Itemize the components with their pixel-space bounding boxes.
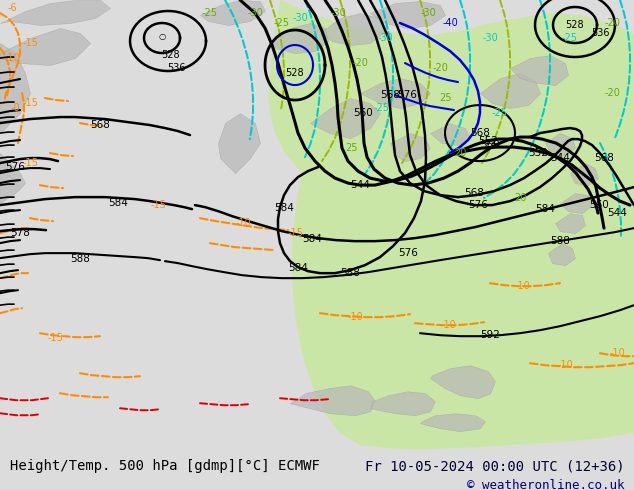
Text: 568: 568 — [464, 188, 484, 198]
Text: 584: 584 — [535, 204, 555, 214]
Text: 560: 560 — [589, 200, 609, 210]
Text: -15: -15 — [150, 200, 166, 210]
Text: 588: 588 — [70, 254, 90, 264]
Text: 568: 568 — [90, 120, 110, 130]
Text: 20: 20 — [454, 148, 466, 158]
Text: -15: -15 — [22, 98, 38, 108]
Text: 528: 528 — [160, 50, 179, 60]
Text: 584: 584 — [288, 263, 308, 273]
Text: -20: -20 — [352, 58, 368, 68]
Text: -40: -40 — [442, 18, 458, 28]
Text: 584: 584 — [302, 234, 322, 244]
Text: -30: -30 — [420, 8, 436, 18]
Text: -15: -15 — [22, 38, 38, 48]
Text: -20: -20 — [432, 63, 448, 73]
Text: © weatheronline.co.uk: © weatheronline.co.uk — [467, 479, 624, 490]
Text: -20: -20 — [604, 88, 620, 98]
Text: -30: -30 — [292, 13, 308, 23]
Text: -30: -30 — [482, 33, 498, 43]
Text: 568: 568 — [470, 128, 490, 138]
Text: -10: -10 — [4, 53, 20, 63]
Text: 25: 25 — [439, 93, 451, 103]
Text: -10: -10 — [440, 320, 456, 330]
Text: 568: 568 — [594, 153, 614, 163]
Text: 552: 552 — [478, 136, 498, 146]
Text: 576: 576 — [5, 162, 25, 172]
Text: 544: 544 — [550, 153, 570, 163]
Text: -6: -6 — [7, 3, 17, 13]
Text: 568: 568 — [380, 90, 400, 100]
Text: -30: -30 — [247, 8, 263, 18]
Text: -10: -10 — [514, 281, 530, 291]
Text: 576: 576 — [468, 200, 488, 210]
Text: 552: 552 — [528, 148, 548, 158]
Text: -25: -25 — [374, 103, 390, 113]
Text: 560: 560 — [480, 140, 500, 150]
Text: Fr 10-05-2024 00:00 UTC (12+36): Fr 10-05-2024 00:00 UTC (12+36) — [365, 459, 624, 473]
Text: -10: -10 — [235, 218, 251, 228]
Text: Height/Temp. 500 hPa [gdmp][°C] ECMWF: Height/Temp. 500 hPa [gdmp][°C] ECMWF — [10, 459, 320, 473]
Text: 528: 528 — [566, 20, 585, 30]
Text: 25: 25 — [346, 143, 358, 153]
Text: 584: 584 — [274, 203, 294, 213]
Text: 544: 544 — [607, 208, 627, 218]
Text: 584: 584 — [108, 198, 128, 208]
Text: -30: -30 — [330, 8, 346, 18]
Text: -15: -15 — [287, 228, 303, 238]
Text: -15: -15 — [22, 158, 38, 168]
Text: -25: -25 — [492, 108, 508, 118]
Text: 544: 544 — [350, 180, 370, 190]
Text: -10: -10 — [347, 312, 363, 322]
Text: 576: 576 — [397, 90, 417, 100]
Text: 578: 578 — [10, 228, 30, 238]
Text: 536: 536 — [167, 63, 185, 73]
Text: -30: -30 — [377, 33, 393, 43]
Text: -25: -25 — [562, 33, 578, 43]
Text: 20: 20 — [514, 193, 526, 203]
Text: -0: -0 — [10, 103, 20, 113]
Text: 560: 560 — [353, 108, 373, 118]
Text: -15: -15 — [47, 333, 63, 343]
Text: -25: -25 — [202, 8, 218, 18]
Text: 576: 576 — [398, 248, 418, 258]
Text: 528: 528 — [286, 68, 304, 78]
Text: ○: ○ — [158, 31, 165, 41]
Text: 588: 588 — [340, 268, 360, 278]
Text: -20: -20 — [604, 18, 620, 28]
Text: 592: 592 — [480, 330, 500, 340]
Text: -10: -10 — [609, 348, 625, 358]
Text: -10: -10 — [557, 360, 573, 370]
Text: 588: 588 — [550, 236, 570, 246]
Text: 536: 536 — [591, 28, 609, 38]
Text: -25: -25 — [274, 18, 290, 28]
